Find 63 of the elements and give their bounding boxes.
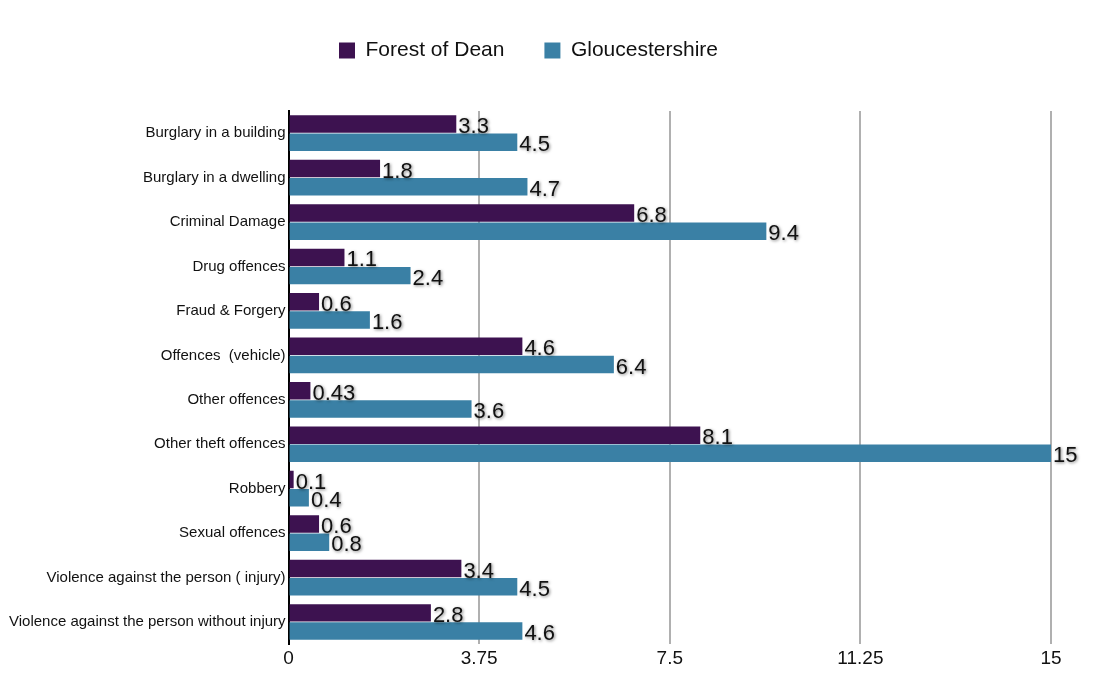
data-label: 0.43: [312, 379, 356, 405]
bar: [289, 248, 345, 267]
x-tick-label: 7.5: [656, 646, 683, 668]
bar: [289, 311, 370, 329]
bar: [289, 426, 701, 444]
bar: [289, 355, 614, 374]
bar: [289, 577, 518, 596]
bar: [289, 159, 381, 178]
data-label: 3.4: [463, 557, 494, 583]
bar: [289, 204, 635, 222]
x-tick-label: 15: [1040, 646, 1062, 668]
bar: [289, 604, 431, 622]
data-label: 4.5: [519, 131, 550, 157]
x-tick-label: 0: [283, 646, 294, 668]
bar: [289, 133, 518, 152]
y-tick-label: Other offences: [187, 389, 286, 407]
y-tick-label: Violence against the person ( injury): [46, 567, 286, 585]
data-label: 1.1: [346, 246, 378, 272]
bar: [289, 337, 523, 356]
y-tick-label: Robbery: [228, 478, 287, 496]
data-label: 6.8: [636, 202, 667, 228]
bar: [289, 178, 528, 196]
bar: [289, 444, 1051, 463]
bar: [289, 559, 462, 578]
legend-label: Gloucestershire: [570, 37, 718, 61]
legend-label: Forest of Dean: [365, 37, 505, 61]
data-label: 15: [1053, 442, 1078, 468]
y-tick-label: Offences (vehicle): [160, 345, 286, 363]
bar: [289, 489, 309, 507]
bar: [289, 115, 457, 133]
y-tick-label: Burglary in a building: [145, 123, 286, 141]
data-label: 1.8: [382, 157, 413, 183]
x-tick-label: 11.25: [837, 646, 884, 668]
data-label: 3.3: [458, 113, 489, 139]
data-label: 0.6: [321, 290, 352, 316]
y-tick-label: Criminal Damage: [169, 212, 286, 230]
bar: [289, 266, 411, 285]
data-label: 9.4: [768, 220, 799, 246]
y-tick-label: Violence against the person without injury: [9, 612, 287, 630]
data-label: 6.4: [615, 353, 647, 379]
bar: [289, 400, 472, 418]
bar: [289, 293, 320, 311]
y-tick-label: Other theft offences: [154, 434, 286, 452]
data-label: 1.6: [371, 309, 403, 335]
bar: [289, 470, 294, 489]
data-label: 8.1: [702, 424, 733, 450]
data-label: 4.7: [529, 175, 561, 201]
x-tick-label: 3.75: [460, 646, 498, 668]
bar: [289, 515, 320, 533]
data-label: 4.6: [524, 620, 555, 646]
y-tick-label: Drug offences: [192, 256, 286, 274]
bar: [289, 222, 767, 240]
bar: [289, 381, 311, 400]
bar: [289, 622, 523, 640]
bar: [289, 533, 330, 551]
data-label: 4.6: [524, 335, 555, 361]
data-label: 4.5: [519, 575, 550, 601]
data-label: 2.4: [412, 264, 444, 290]
data-label: 2.8: [432, 601, 464, 627]
y-tick-label: Sexual offences: [179, 523, 286, 541]
data-label: 3.6: [473, 397, 505, 423]
y-tick-label: Fraud & Forgery: [176, 301, 287, 319]
y-tick-label: Burglary in a dwelling: [142, 167, 286, 185]
